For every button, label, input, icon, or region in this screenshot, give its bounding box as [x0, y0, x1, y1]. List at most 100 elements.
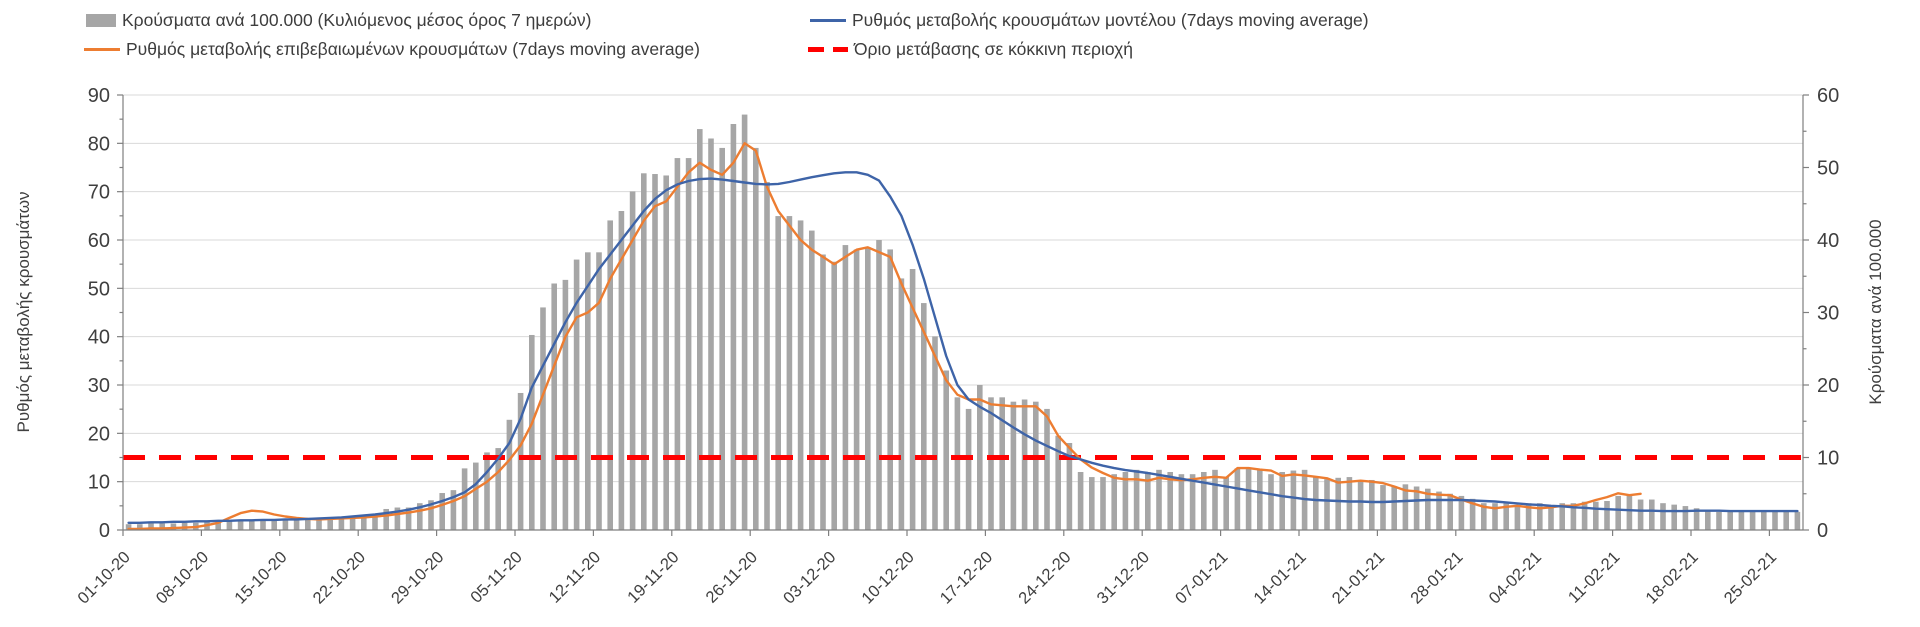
x-axis-tick-label: 24-12-20	[1015, 548, 1074, 607]
x-axis-tick-label: 10-12-20	[858, 548, 917, 607]
bar	[585, 252, 591, 530]
bar	[181, 522, 188, 530]
bar	[1761, 511, 1767, 530]
bar	[1010, 401, 1017, 530]
bar	[764, 182, 770, 530]
legend-label-red-threshold: Όριο μετάβασης σε κόκκινη περιοχή	[854, 39, 1134, 59]
bar	[226, 520, 233, 530]
bar	[965, 408, 972, 530]
bar	[1100, 477, 1106, 530]
bar	[316, 519, 322, 530]
bar	[1313, 477, 1319, 530]
bar	[1055, 435, 1061, 530]
x-axis-tick-label: 26-11-20	[702, 548, 761, 607]
legend-item-cases-bars: Κρούσματα ανά 100.000 (Κυλιόμενος μέσος …	[86, 8, 591, 32]
y-axis-left-tick-label: 60	[88, 230, 110, 252]
x-axis-tick-label: 15-10-20	[231, 548, 290, 607]
bar	[1649, 499, 1655, 530]
bar	[1537, 503, 1543, 530]
bar	[305, 519, 311, 530]
bar	[1279, 472, 1285, 530]
bar	[1604, 501, 1610, 530]
bar	[1469, 498, 1476, 530]
bar	[1481, 503, 1487, 530]
bar	[383, 508, 389, 530]
x-axis-tick-label: 05-11-20	[467, 548, 526, 607]
bar	[338, 517, 345, 530]
bar	[1503, 503, 1509, 530]
x-axis-tick-label: 29-10-20	[388, 548, 447, 607]
bar	[1615, 495, 1621, 530]
y-axis-left-tick-label: 10	[88, 472, 110, 494]
y-axis-right-tick-label: 30	[1817, 303, 1839, 325]
y-axis-left-tick-label: 0	[99, 520, 110, 542]
legend-item-confirmed-rate: Ρυθμός μεταβολής επιβεβαιωμένων κρουσμάτ…	[84, 37, 700, 61]
bar	[517, 392, 524, 530]
bar	[1268, 474, 1274, 530]
bar	[1458, 495, 1465, 530]
bar	[719, 147, 725, 531]
bar	[1794, 511, 1801, 530]
bar	[137, 524, 143, 530]
bar	[1413, 486, 1420, 530]
bar	[708, 138, 714, 530]
bar	[999, 397, 1005, 530]
bar	[1234, 468, 1241, 530]
bar	[461, 468, 468, 530]
bar	[943, 370, 949, 530]
bar	[1178, 474, 1185, 530]
y-axis-left-tick-label: 20	[88, 423, 110, 445]
bar	[1369, 479, 1375, 530]
bar	[1402, 484, 1409, 530]
bar	[1021, 399, 1028, 530]
x-axis-tick-label: 28-01-21	[1407, 548, 1466, 607]
bar	[170, 523, 177, 530]
bar	[1705, 511, 1711, 530]
bar	[1189, 474, 1196, 530]
y-axis-right-tick-label: 0	[1817, 520, 1828, 542]
y-axis-left-tick-label: 50	[88, 278, 110, 300]
bar	[1044, 408, 1050, 530]
legend-item-red-threshold: Όριο μετάβασης σε κόκκινη περιοχή	[808, 37, 1133, 61]
bar	[629, 191, 636, 531]
bar	[954, 397, 961, 530]
cases-bar-swatch-icon	[86, 13, 116, 27]
bar	[820, 254, 826, 530]
bar	[1738, 511, 1745, 530]
x-axis-tick-label: 07-01-21	[1172, 548, 1231, 607]
bar	[685, 158, 692, 530]
x-axis-tick-label: 22-10-20	[310, 548, 369, 607]
bar	[1066, 443, 1073, 530]
bar	[741, 114, 748, 530]
bar	[1212, 469, 1218, 530]
bar	[1637, 499, 1644, 530]
bar	[1391, 486, 1397, 530]
bar	[428, 500, 434, 530]
x-axis-tick-label: 31-12-20	[1094, 548, 1153, 607]
bar	[1357, 481, 1364, 530]
bar	[876, 240, 882, 530]
bar	[1145, 472, 1151, 530]
bar	[237, 520, 244, 530]
bar	[1111, 474, 1117, 530]
bar	[865, 247, 871, 530]
y-axis-right-tick-label: 10	[1817, 448, 1839, 470]
bar	[1447, 493, 1453, 530]
bar	[349, 517, 356, 530]
bar	[372, 514, 378, 530]
x-axis-tick-label: 04-02-21	[1486, 548, 1545, 607]
bar	[529, 334, 535, 530]
bar	[125, 524, 132, 530]
bar	[293, 519, 300, 530]
bar	[417, 503, 423, 530]
legend-item-model-rate: Ρυθμός μεταβολής κρουσμάτων μοντέλου (7d…	[810, 8, 1369, 32]
y-axis-left-tick-label: 30	[88, 375, 110, 397]
bar	[1133, 469, 1140, 530]
model-rate-line-swatch-icon	[810, 18, 846, 22]
y-axis-right-tick-label: 60	[1817, 85, 1839, 107]
bar	[652, 174, 658, 530]
bar	[977, 385, 983, 530]
y-axis-right-tick-label: 40	[1817, 230, 1839, 252]
y-axis-left-tick-label: 70	[88, 182, 110, 204]
